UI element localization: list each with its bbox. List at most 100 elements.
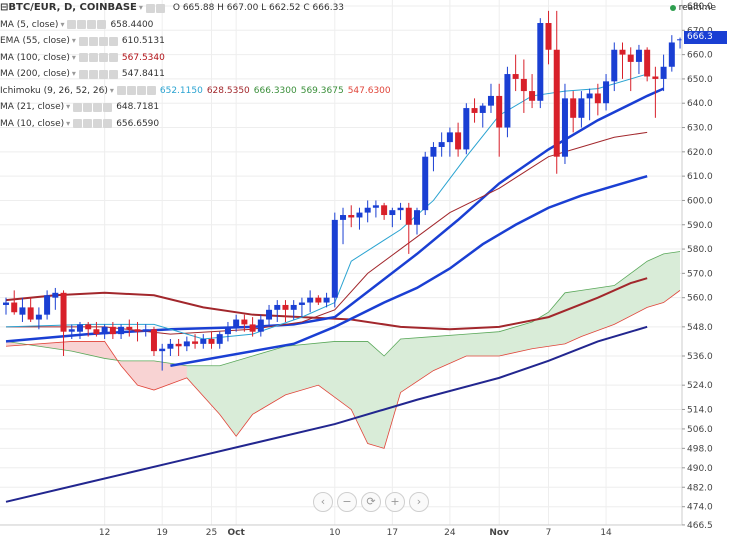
add-icon[interactable] (98, 36, 108, 46)
close-icon[interactable] (103, 119, 113, 129)
indicator-row[interactable]: EMA (55, close) ▾ 610.5131 (0, 33, 395, 50)
candle-body[interactable] (109, 326, 116, 335)
chevron-down-icon[interactable]: ▾ (71, 36, 76, 45)
settings-icon[interactable] (155, 3, 165, 13)
candle-body[interactable] (60, 292, 67, 332)
candle-body[interactable] (150, 329, 157, 352)
add-icon[interactable] (98, 69, 108, 79)
indicator-row[interactable]: MA (21, close) ▾ 648.7181 (0, 99, 395, 116)
candle-body[interactable] (463, 108, 470, 150)
eye-icon[interactable] (78, 53, 88, 63)
close-icon[interactable] (108, 53, 118, 63)
chevron-down-icon[interactable]: ▾ (71, 69, 76, 78)
candle-body[interactable] (438, 142, 445, 147)
chevron-down-icon[interactable]: ▾ (138, 3, 143, 12)
chevron-down-icon[interactable]: ▾ (71, 52, 76, 62)
candle-body[interactable] (142, 329, 149, 332)
candle-body[interactable] (134, 329, 141, 332)
eye-icon[interactable] (67, 20, 77, 30)
candle-body[interactable] (76, 324, 83, 332)
chevron-down-icon[interactable]: ▾ (66, 118, 71, 128)
candle-body[interactable] (644, 49, 651, 77)
scroll-right-button[interactable]: › (409, 492, 429, 512)
candle-body[interactable] (348, 215, 355, 218)
candle-body[interactable] (241, 319, 248, 325)
candle-body[interactable] (200, 338, 207, 344)
settings-icon[interactable] (77, 20, 87, 30)
scroll-left-button[interactable]: ‹ (313, 492, 333, 512)
indicator-row[interactable]: MA (10, close) ▾ 656.6590 (0, 116, 395, 133)
candle-body[interactable] (496, 95, 503, 128)
candle-body[interactable] (93, 329, 100, 335)
candle-body[interactable] (627, 54, 634, 62)
candle-body[interactable] (677, 39, 684, 41)
settings-icon[interactable] (88, 53, 98, 63)
eye-icon[interactable] (78, 69, 88, 79)
settings-icon[interactable] (126, 86, 136, 96)
candle-body[interactable] (561, 98, 568, 157)
settings-icon[interactable] (83, 119, 93, 129)
candle-body[interactable] (414, 210, 420, 225)
settings-icon[interactable] (88, 69, 98, 79)
candle-body[interactable] (364, 207, 371, 213)
candle-body[interactable] (619, 49, 626, 55)
collapse-icon[interactable]: ⊟ (0, 2, 9, 13)
candle-body[interactable] (372, 205, 379, 208)
candle-body[interactable] (257, 319, 264, 332)
candle-body[interactable] (315, 297, 322, 303)
candle-body[interactable] (545, 23, 552, 50)
close-icon[interactable] (97, 20, 107, 30)
candle-body[interactable] (455, 132, 462, 150)
candle-body[interactable] (479, 105, 486, 113)
chevron-down-icon[interactable]: ▾ (66, 102, 71, 111)
candle-body[interactable] (282, 304, 289, 310)
indicator-row[interactable]: Ichimoku (9, 26, 52, 26) ▾ 652.1150 628.535… (0, 83, 395, 100)
indicator-row[interactable]: MA (100, close) ▾ 567.5340 (0, 50, 395, 67)
candle-body[interactable] (52, 292, 59, 298)
candle-body[interactable] (44, 295, 51, 315)
candle-body[interactable] (586, 93, 593, 99)
candle-body[interactable] (101, 326, 108, 335)
eye-icon[interactable] (145, 3, 155, 13)
candle-body[interactable] (216, 334, 223, 344)
candle-body[interactable] (175, 343, 182, 347)
candle-body[interactable] (126, 326, 133, 330)
settings-icon[interactable] (83, 102, 93, 112)
candle-body[interactable] (594, 93, 601, 104)
candle-body[interactable] (298, 302, 305, 305)
candle-body[interactable] (274, 304, 281, 310)
eye-icon[interactable] (73, 102, 83, 112)
eye-icon[interactable] (116, 86, 126, 96)
indicator-row[interactable]: MA (5, close) ▾ 658.4400 (0, 17, 395, 34)
candle-body[interactable] (520, 78, 527, 92)
chevron-down-icon[interactable]: ▾ (109, 85, 114, 95)
close-icon[interactable] (108, 36, 118, 46)
candle-body[interactable] (233, 319, 240, 327)
candle-body[interactable] (512, 74, 519, 79)
candle-body[interactable] (11, 302, 18, 313)
zoom-out-button[interactable]: − (337, 492, 357, 512)
candle-body[interactable] (668, 42, 675, 67)
candle-body[interactable] (578, 98, 585, 118)
candle-body[interactable] (290, 304, 297, 310)
reset-button[interactable]: ⟳ (361, 492, 381, 512)
candle-body[interactable] (19, 307, 26, 315)
candle-body[interactable] (167, 343, 174, 349)
candle-body[interactable] (504, 74, 511, 128)
candle-body[interactable] (389, 210, 396, 216)
candle-body[interactable] (68, 329, 75, 332)
candle-body[interactable] (192, 341, 199, 344)
candle-body[interactable] (85, 324, 92, 330)
candle-body[interactable] (340, 215, 347, 220)
zoom-in-button[interactable]: + (385, 492, 405, 512)
candle-body[interactable] (652, 76, 659, 79)
candle-body[interactable] (118, 326, 125, 335)
chevron-down-icon[interactable]: ▾ (60, 19, 65, 29)
add-icon[interactable] (93, 102, 103, 112)
candle-body[interactable] (537, 23, 544, 101)
candle-body[interactable] (611, 49, 618, 82)
candle-body[interactable] (422, 156, 429, 211)
candle-body[interactable] (570, 98, 577, 118)
candle-body[interactable] (35, 314, 42, 320)
